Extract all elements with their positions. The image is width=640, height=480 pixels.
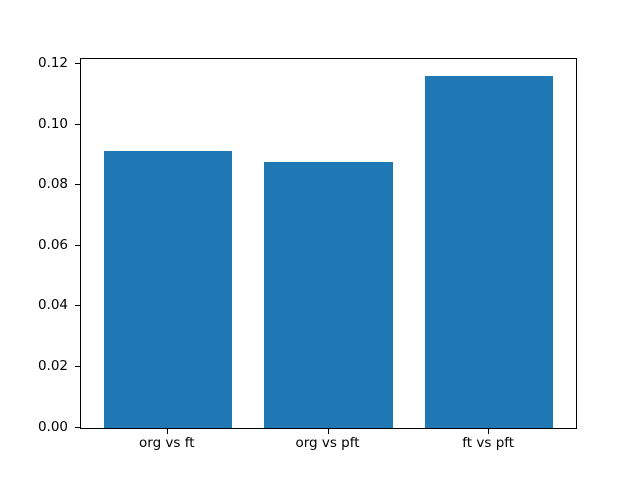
bar-org-vs-pft [264,162,393,428]
y-tick-label: 0.06 [37,236,68,253]
y-tick-label: 0.04 [37,297,68,314]
plot-area [80,58,577,429]
bar-ft-vs-pft [424,76,554,428]
y-tick-mark [75,365,80,367]
x-tick-mark [166,429,168,434]
y-tick-label: 0.12 [37,54,68,71]
y-tick-mark [75,305,80,307]
y-tick-mark [75,123,80,125]
y-tick-label: 0.08 [37,176,68,193]
y-tick-mark [75,62,80,64]
x-tick-label: org vs pft [295,435,360,451]
x-tick-mark [327,429,329,434]
y-tick-label: 0.02 [37,357,68,374]
y-tick-mark [75,244,80,246]
y-tick-mark [75,426,80,428]
y-tick-label: 0.10 [37,115,68,132]
x-tick-label: ft vs pft [462,435,515,451]
x-tick-label: org vs ft [139,435,195,451]
x-tick-mark [488,429,490,434]
y-tick-mark [75,184,80,186]
bar-org-vs-ft [103,150,233,428]
y-tick-label: 0.00 [37,418,68,435]
